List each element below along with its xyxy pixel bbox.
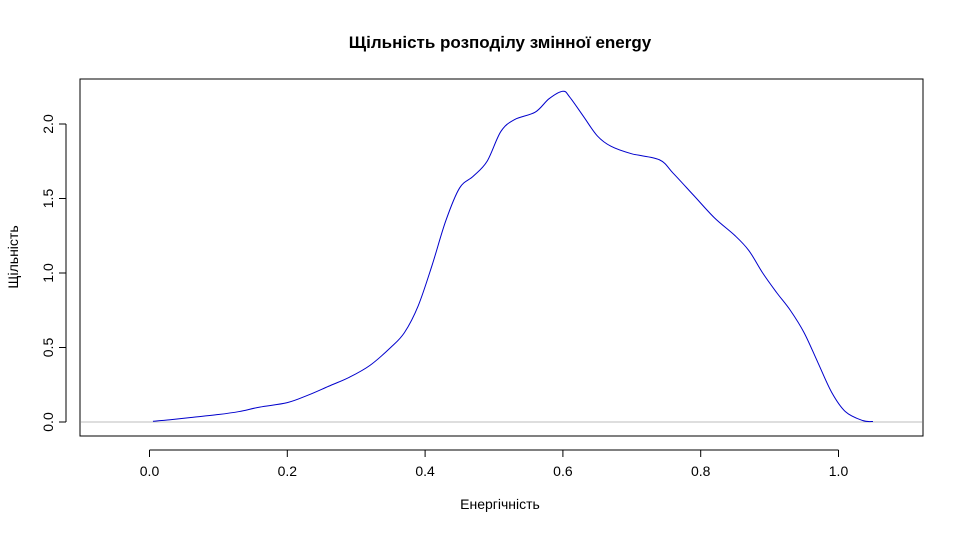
x-tick-label: 0.2 <box>278 463 298 479</box>
y-axis-label: Щільність <box>5 225 21 288</box>
x-tick-label: 0.8 <box>691 463 711 479</box>
y-tick-label: 1.0 <box>40 263 56 283</box>
x-tick-label: 1.0 <box>829 463 849 479</box>
density-line <box>152 90 873 423</box>
x-tick-label: 0.6 <box>553 463 573 479</box>
x-axis-label: Енергічність <box>460 496 540 512</box>
plot-frame <box>79 78 924 437</box>
chart-title: Щільність розподілу змінної energy <box>349 33 652 52</box>
x-tick-label: 0.4 <box>415 463 435 479</box>
x-axis: 0.0 0.2 0.4 0.6 0.8 1.0 <box>140 449 849 479</box>
density-points <box>152 90 874 422</box>
x-tick-label: 0.0 <box>140 463 160 479</box>
y-tick-label: 2.0 <box>40 114 56 134</box>
y-axis: 0.0 0.5 1.0 1.5 2.0 <box>40 114 67 432</box>
y-tick-label: 1.5 <box>40 189 56 209</box>
y-tick-label: 0.5 <box>40 338 56 358</box>
y-tick-label: 0.0 <box>40 412 56 432</box>
